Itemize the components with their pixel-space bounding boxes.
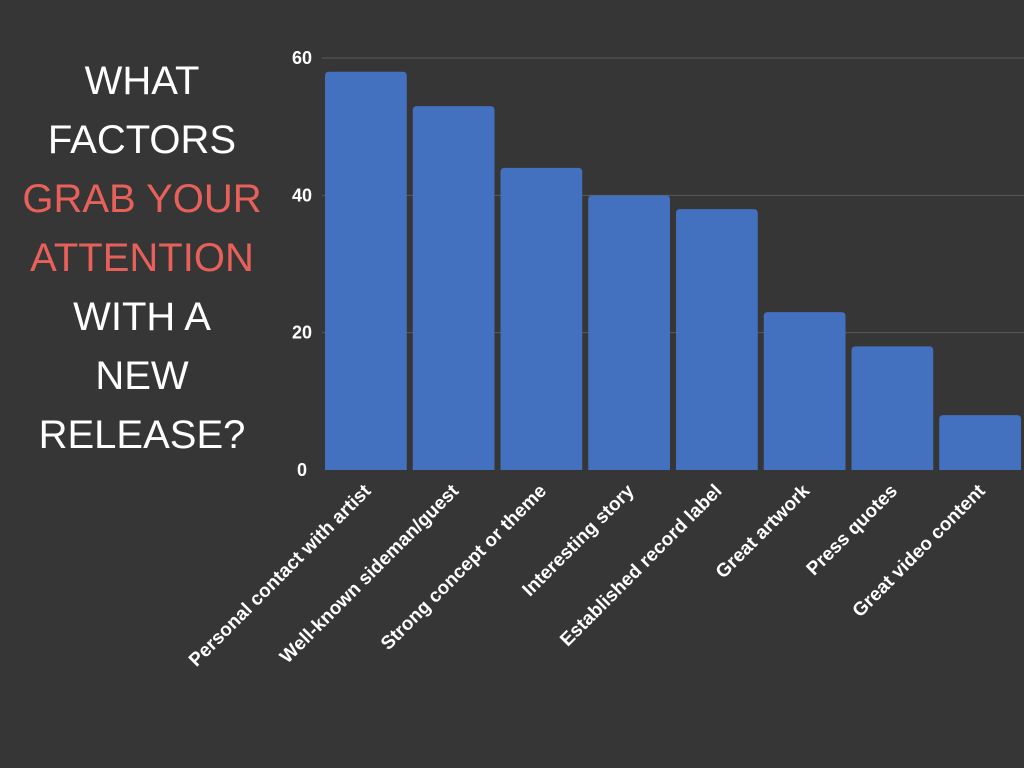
bar: [588, 195, 670, 471]
bar: [500, 167, 583, 470]
x-tick-label: Press quotes: [803, 481, 902, 580]
title-line: NEW: [95, 354, 189, 398]
title-line-highlight: GRAB YOUR: [22, 177, 262, 221]
title-line: WHAT: [84, 59, 200, 103]
y-axis: 0 20 40 60: [292, 48, 312, 480]
bar: [851, 346, 934, 470]
title-line: WITH A: [73, 295, 211, 339]
bars: [325, 71, 1021, 471]
y-tick-label: 20: [292, 323, 312, 343]
chart-title: WHAT FACTORS GRAB YOUR ATTENTION WITH A …: [0, 52, 284, 465]
x-tick-label: Established record label: [556, 481, 726, 651]
title-line: FACTORS: [47, 118, 237, 162]
y-tick-label: 60: [292, 48, 312, 68]
title-line: RELEASE?: [38, 413, 246, 457]
y-tick-label: 40: [292, 185, 312, 205]
y-tick-label: 0: [297, 460, 307, 480]
x-tick-label: Well-known sideman/guest: [276, 480, 464, 668]
bar: [412, 106, 495, 471]
bar: [676, 209, 758, 471]
x-tick-label: Personal contact with artist: [185, 480, 376, 671]
bar: [939, 415, 1021, 470]
bar: [325, 71, 407, 470]
bar: [763, 312, 846, 470]
title-line-highlight: ATTENTION: [30, 236, 254, 280]
x-tick-label: Great artwork: [712, 480, 815, 583]
x-tick-label: Strong concept or theme: [377, 481, 551, 655]
